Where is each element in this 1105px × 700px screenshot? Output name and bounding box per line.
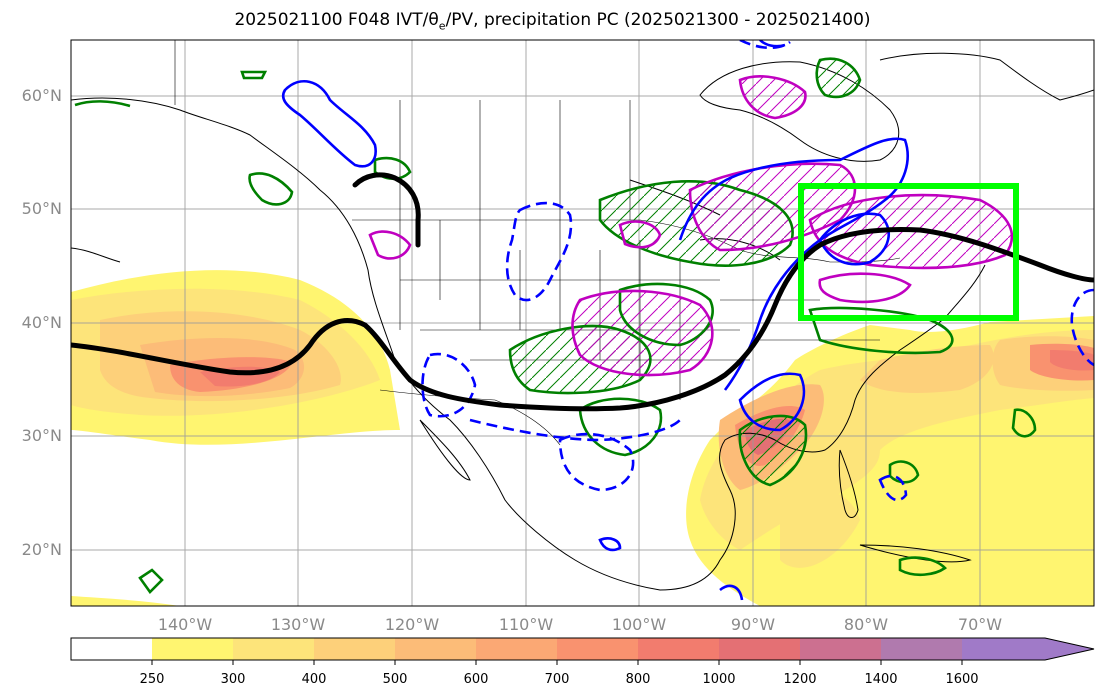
colorbar-label-700: 700 xyxy=(545,672,570,687)
colorbar-segment-9 xyxy=(800,638,881,660)
lon-label-120w: 120°W xyxy=(385,615,440,634)
lat-label-30: 30°N xyxy=(22,426,62,445)
lon-label-140w: 140°W xyxy=(158,615,213,634)
colorbar-segment-3 xyxy=(314,638,395,660)
lon-label-80w: 80°W xyxy=(844,615,888,634)
lat-label-60: 60°N xyxy=(22,86,62,105)
colorbar: 250 300 400 500 600 700 800 1000 1200 14… xyxy=(70,637,1095,687)
colorbar-extend-arrow xyxy=(962,638,1094,660)
blue-contours xyxy=(281,40,909,601)
lon-label-110w: 110°W xyxy=(499,615,554,634)
figure-title: 2025021100 F048 IVT/θe/PV, precipitation… xyxy=(0,10,1105,32)
colorbar-outline xyxy=(70,637,1095,661)
colorbar-label-1000: 1000 xyxy=(702,672,735,687)
colorbar-segment-7 xyxy=(638,638,719,660)
colorbar-label-1200: 1200 xyxy=(783,672,816,687)
colorbar-segment-6 xyxy=(557,638,638,660)
colorbar-segment-8 xyxy=(719,638,800,660)
colorbar-label-400: 400 xyxy=(302,672,327,687)
lon-label-130w: 130°W xyxy=(271,615,326,634)
lon-label-70w: 70°W xyxy=(958,615,1002,634)
colorbar-segment-4 xyxy=(395,638,476,660)
colorbar-label-1600: 1600 xyxy=(945,672,978,687)
coastlines xyxy=(71,52,1094,591)
colorbar-segment-2 xyxy=(233,638,314,660)
lat-label-50: 50°N xyxy=(22,199,62,218)
lat-label-40: 40°N xyxy=(22,313,62,332)
colorbar-label-500: 500 xyxy=(383,672,408,687)
colorbar-segment-1 xyxy=(152,638,233,660)
colorbar-label-600: 600 xyxy=(464,672,489,687)
map-plot-area xyxy=(71,40,1094,606)
lon-label-90w: 90°W xyxy=(731,615,775,634)
title-main: 2025021100 F048 IVT/θ xyxy=(234,10,439,30)
lon-label-100w: 100°W xyxy=(612,615,667,634)
title-subscript: e xyxy=(438,19,446,33)
map-frame xyxy=(70,39,1095,607)
colorbar-segment-0 xyxy=(71,638,152,660)
colorbar-label-250: 250 xyxy=(140,672,165,687)
colorbar-label-800: 800 xyxy=(626,672,651,687)
colorbar-segment-5 xyxy=(476,638,557,660)
blue-dashed-contours xyxy=(421,40,1094,502)
longitude-labels: 140°W 130°W 120°W 110°W 100°W 90°W 80°W … xyxy=(158,615,1002,634)
green-contours xyxy=(74,57,1037,595)
colorbar-ticks xyxy=(151,660,963,665)
colorbar-label-1400: 1400 xyxy=(864,672,897,687)
colorbar-label-300: 300 xyxy=(221,672,246,687)
highlight-box xyxy=(798,183,1019,321)
colorbar-segment-10 xyxy=(881,638,962,660)
title-rest: /PV, precipitation PC (2025021300 - 2025… xyxy=(445,10,871,30)
jet-line xyxy=(71,172,1094,412)
latitude-labels: 60°N 50°N 40°N 30°N 20°N xyxy=(22,86,62,559)
lat-label-20: 20°N xyxy=(22,540,62,559)
